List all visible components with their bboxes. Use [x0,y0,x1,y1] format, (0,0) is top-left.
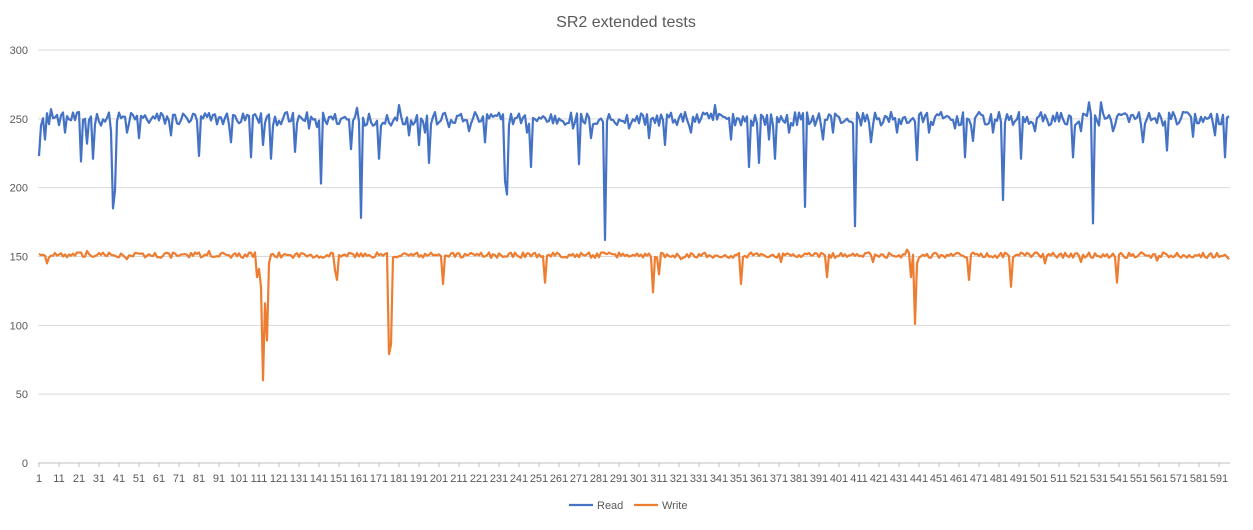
y-tick-label: 50 [16,389,28,401]
x-tick-label: 431 [890,473,908,485]
x-tick-label: 311 [650,473,668,485]
legend-label-write: Write [662,500,687,512]
x-tick-label: 341 [710,473,728,485]
x-tick-label: 351 [730,473,748,485]
chart-title: SR2 extended tests [556,14,696,31]
x-tick-label: 131 [290,473,308,485]
x-tick-label: 531 [1090,473,1108,485]
x-tick-label: 321 [670,473,688,485]
x-tick-label: 51 [133,473,145,485]
x-tick-label: 101 [230,473,248,485]
x-tick-label: 451 [930,473,948,485]
x-tick-label: 411 [850,473,868,485]
x-tick-label: 111 [251,473,268,485]
x-tick-label: 281 [590,473,608,485]
x-tick-label: 61 [153,473,165,485]
x-tick-label: 31 [93,473,105,485]
y-tick-label: 0 [22,458,28,470]
x-tick-label: 461 [950,473,968,485]
series-line-write [38,248,1230,382]
x-tick-label: 361 [750,473,768,485]
x-tick-label: 481 [990,473,1008,485]
x-tick-label: 401 [830,473,848,485]
x-tick-label: 41 [113,473,125,485]
x-tick-label: 221 [470,473,488,485]
x-tick-label: 331 [690,473,708,485]
x-tick-label: 121 [270,473,288,485]
x-tick-label: 391 [810,473,828,485]
series-lines [37,101,1230,382]
x-tick-label: 561 [1150,473,1168,485]
x-tick-label: 161 [350,473,368,485]
x-tick-label: 441 [910,473,928,485]
x-tick-label: 91 [213,473,225,485]
x-axis-ticks: 1 11 21 31 41 51 61 71 81 91 101 111 121 131 141 151 161… [36,463,1228,485]
x-tick-label: 371 [770,473,788,485]
x-tick-label: 141 [310,473,328,485]
legend: Read Write [569,500,687,512]
x-tick-label: 231 [490,473,508,485]
x-tick-label: 541 [1110,473,1128,485]
x-tick-label: 21 [73,473,85,485]
x-tick-label: 301 [630,473,648,485]
x-tick-label: 191 [410,473,428,485]
x-tick-label: 291 [610,473,628,485]
y-tick-label: 250 [10,114,28,126]
x-tick-label: 581 [1190,473,1208,485]
x-tick-label: 81 [193,473,205,485]
x-tick-label: 251 [530,473,548,485]
x-tick-label: 491 [1010,473,1028,485]
x-tick-label: 421 [870,473,888,485]
x-tick-label: 591 [1210,473,1228,485]
x-tick-label: 1 [36,473,42,485]
x-tick-label: 211 [450,473,468,485]
x-tick-label: 241 [510,473,528,485]
x-tick-label: 271 [570,473,588,485]
y-tick-label: 100 [10,320,28,332]
y-tick-label: 300 [10,45,28,57]
x-tick-label: 501 [1030,473,1048,485]
x-tick-label: 201 [430,473,448,485]
x-tick-label: 171 [370,473,388,485]
x-tick-label: 471 [970,473,988,485]
y-tick-label: 150 [10,252,28,264]
legend-label-read: Read [597,500,623,512]
y-axis-ticks: 0 50 100 150 200 250 300 [10,45,28,470]
x-tick-label: 11 [53,473,64,485]
x-tick-label: 381 [790,473,808,485]
x-tick-label: 71 [173,473,185,485]
x-tick-label: 151 [330,473,348,485]
x-tick-label: 521 [1070,473,1088,485]
x-tick-label: 181 [390,473,408,485]
x-tick-label: 571 [1170,473,1188,485]
x-tick-label: 511 [1050,473,1068,485]
x-tick-label: 261 [550,473,568,485]
x-tick-label: 551 [1130,473,1148,485]
y-tick-label: 200 [10,183,28,195]
series-line-read [37,101,1230,242]
